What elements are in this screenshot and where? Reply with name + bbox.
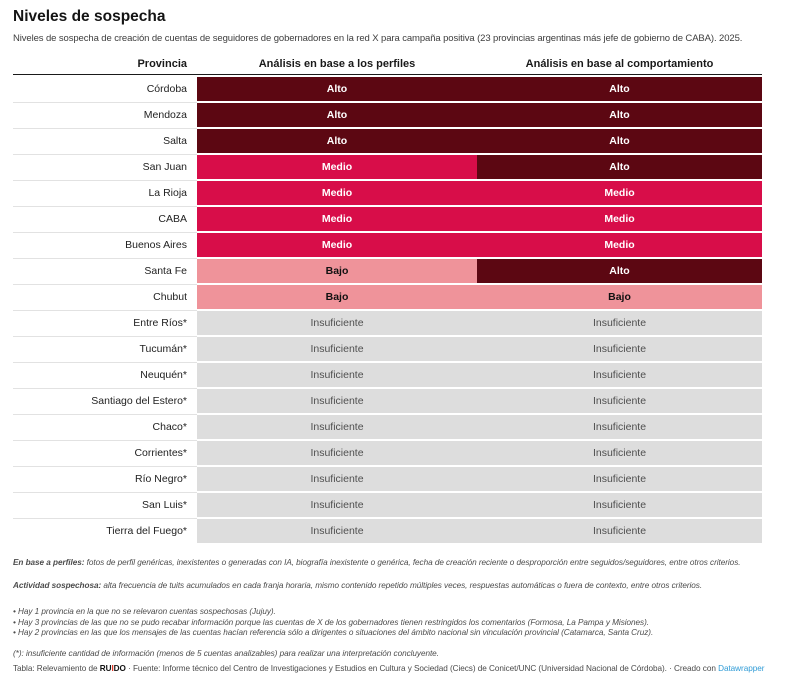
province-cell: CABA <box>13 205 197 231</box>
comportamiento-cell: Insuficiente <box>477 519 762 543</box>
province-cell: Mendoza <box>13 101 197 127</box>
comportamiento-cell: Insuficiente <box>477 441 762 465</box>
comportamiento-cell: Insuficiente <box>477 363 762 387</box>
asterisk-note: (*): insuficiente cantidad de informació… <box>13 648 439 658</box>
province-cell: Buenos Aires <box>13 231 197 257</box>
table-row: Chubut Bajo Bajo <box>13 283 762 309</box>
perfiles-cell: Insuficiente <box>197 389 477 413</box>
province-cell: Tierra del Fuego* <box>13 517 197 543</box>
province-cell: Tucumán* <box>13 335 197 361</box>
footnote-perfiles-text: fotos de perfil genéricas, inexistentes … <box>84 558 741 567</box>
footnotes: En base a perfiles: fotos de perfil gené… <box>13 557 789 674</box>
comportamiento-cell: Bajo <box>477 285 762 309</box>
perfiles-cell: Medio <box>197 155 477 179</box>
province-cell: Entre Ríos* <box>13 309 197 335</box>
datawrapper-link[interactable]: Datawrapper <box>718 663 765 673</box>
province-cell: Neuquén* <box>13 361 197 387</box>
footnote-perfiles-label: En base a perfiles: <box>13 558 85 567</box>
bullet-notes: Hay 1 provincia en la que no se relevaro… <box>13 607 789 639</box>
chart-subtitle: Niveles de sospecha de creación de cuent… <box>13 33 743 44</box>
perfiles-cell: Insuficiente <box>197 441 477 465</box>
perfiles-cell: Bajo <box>197 285 477 309</box>
perfiles-cell: Alto <box>197 129 477 153</box>
column-header-perfiles: Análisis en base a los perfiles <box>258 57 416 70</box>
perfiles-cell: Alto <box>197 103 477 127</box>
table-row: Neuquén* Insuficiente Insuficiente <box>13 361 762 387</box>
province-cell: La Rioja <box>13 179 197 205</box>
province-cell: Chubut <box>13 283 197 309</box>
bullet-note-nacional: Hay 2 provincias en las que los mensajes… <box>13 628 789 639</box>
comportamiento-cell: Alto <box>477 129 762 153</box>
comportamiento-cell: Medio <box>477 181 762 205</box>
province-cell: Santa Fe <box>13 257 197 283</box>
table-row: La Rioja Medio Medio <box>13 179 762 205</box>
table-row: San Luis* Insuficiente Insuficiente <box>13 491 762 517</box>
attribution-prefix: Tabla: Relevamiento de <box>13 663 100 673</box>
province-cell: Corrientes* <box>13 439 197 465</box>
comportamiento-cell: Insuficiente <box>477 493 762 517</box>
table-row: Chaco* Insuficiente Insuficiente <box>13 413 762 439</box>
table-row: Tucumán* Insuficiente Insuficiente <box>13 335 762 361</box>
comportamiento-cell: Alto <box>477 103 762 127</box>
table-row: Salta Alto Alto <box>13 127 762 153</box>
table-row: Mendoza Alto Alto <box>13 101 762 127</box>
table-row: Buenos Aires Medio Medio <box>13 231 762 257</box>
perfiles-cell: Insuficiente <box>197 415 477 439</box>
province-cell: San Juan <box>13 153 197 179</box>
comportamiento-cell: Insuficiente <box>477 467 762 491</box>
table-row: Río Negro* Insuficiente Insuficiente <box>13 465 762 491</box>
comportamiento-cell: Insuficiente <box>477 415 762 439</box>
table-row: CABA Medio Medio <box>13 205 762 231</box>
table-row: Córdoba Alto Alto <box>13 77 762 101</box>
perfiles-cell: Medio <box>197 233 477 257</box>
province-cell: Salta <box>13 127 197 153</box>
province-cell: Chaco* <box>13 413 197 439</box>
table-row: Santiago del Estero* Insuficiente Insufici… <box>13 387 762 413</box>
province-cell: Santiago del Estero* <box>13 387 197 413</box>
table-row: Corrientes* Insuficiente Insuficiente <box>13 439 762 465</box>
perfiles-cell: Insuficiente <box>197 519 477 543</box>
ruido-logo: RUIDO <box>99 663 126 673</box>
table-row: Tierra del Fuego* Insuficiente Insuficient… <box>13 517 762 543</box>
province-cell: Río Negro* <box>13 465 197 491</box>
ruido-logo-accent: I <box>111 663 114 673</box>
comportamiento-cell: Alto <box>477 155 762 179</box>
perfiles-cell: Bajo <box>197 259 477 283</box>
comportamiento-cell: Insuficiente <box>477 389 762 413</box>
comportamiento-cell: Insuficiente <box>477 311 762 335</box>
perfiles-cell: Insuficiente <box>197 337 477 361</box>
footnote-actividad: Actividad sospechosa: alta frecuencia de… <box>13 580 789 591</box>
footnote-actividad-label: Actividad sospechosa: <box>13 581 102 590</box>
perfiles-cell: Insuficiente <box>197 493 477 517</box>
province-cell: San Luis* <box>13 491 197 517</box>
comportamiento-cell: Medio <box>477 207 762 231</box>
column-header-provincia: Provincia <box>137 57 187 70</box>
suspicion-table: Provincia Análisis en base a los perfile… <box>13 55 762 543</box>
table-row: San Juan Medio Alto <box>13 153 762 179</box>
comportamiento-cell: Alto <box>477 77 762 101</box>
bullet-note-restringidos: Hay 3 provincias de las que no se pudo r… <box>13 618 789 629</box>
attribution: Tabla: Relevamiento de RUIDO · Fuente: I… <box>13 663 789 674</box>
perfiles-cell: Medio <box>197 181 477 205</box>
footnote-actividad-text: alta frecuencia de tuits acumulados en c… <box>101 581 703 590</box>
table-body: Córdoba Alto Alto Mendoza Alto Alto Salta Alto A… <box>13 75 762 543</box>
comportamiento-cell: Medio <box>477 233 762 257</box>
perfiles-cell: Insuficiente <box>197 363 477 387</box>
page-title: Niveles de sospecha <box>13 8 166 25</box>
attribution-source: · Fuente: Informe técnico del Centro de … <box>125 663 719 673</box>
column-header-comportamiento: Análisis en base al comportamiento <box>525 57 714 70</box>
comportamiento-cell: Alto <box>477 259 762 283</box>
perfiles-cell: Medio <box>197 207 477 231</box>
table-header-row: Provincia Análisis en base a los perfile… <box>13 55 762 75</box>
footnote-perfiles: En base a perfiles: fotos de perfil gené… <box>13 557 789 568</box>
perfiles-cell: Insuficiente <box>197 311 477 335</box>
table-row: Santa Fe Bajo Alto <box>13 257 762 283</box>
province-cell: Córdoba <box>13 77 197 101</box>
perfiles-cell: Alto <box>197 77 477 101</box>
table-row: Entre Ríos* Insuficiente Insuficiente <box>13 309 762 335</box>
bullet-note-jujuy: Hay 1 provincia en la que no se relevaro… <box>13 607 789 618</box>
perfiles-cell: Insuficiente <box>197 467 477 491</box>
comportamiento-cell: Insuficiente <box>477 337 762 361</box>
